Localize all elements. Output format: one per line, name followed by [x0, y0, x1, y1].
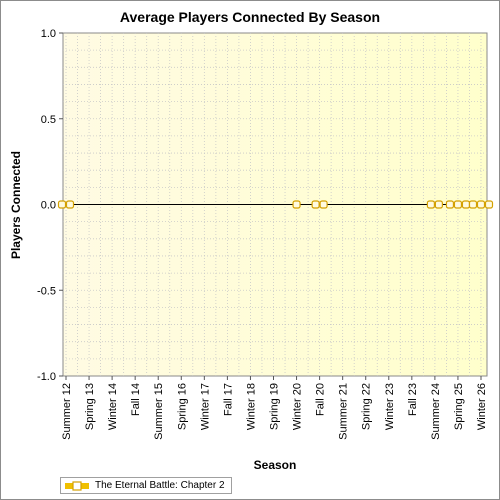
- x-tick-label: Spring 16: [176, 383, 188, 430]
- x-tick-label: Spring 25: [453, 383, 465, 430]
- x-tick-label: Fall 17: [222, 383, 234, 416]
- legend-swatch: [65, 480, 89, 491]
- x-tick-label: Winter 14: [107, 383, 119, 430]
- legend: The Eternal Battle: Chapter 2: [60, 477, 232, 494]
- x-tick-label: Spring 13: [84, 383, 96, 430]
- y-axis: 1.0 0.5 0.0 -0.5 -1.0: [37, 28, 63, 383]
- data-point: [57, 200, 67, 209]
- data-point: [476, 200, 486, 209]
- x-tick-label: Fall 20: [315, 383, 327, 416]
- y-tick-label: -1.0: [37, 371, 56, 383]
- x-tick-label: Spring 19: [269, 383, 281, 430]
- legend-label: The Eternal Battle: Chapter 2: [95, 480, 225, 491]
- x-tick-label: Winter 26: [476, 383, 488, 430]
- y-tick-label: 1.0: [41, 28, 56, 40]
- chart-title: Average Players Connected By Season: [119, 9, 381, 25]
- x-tick-label: Summer 24: [430, 383, 442, 440]
- x-tick-label: Summer 12: [61, 383, 73, 440]
- y-axis-label: Players Connected: [9, 150, 23, 260]
- data-point: [468, 200, 478, 209]
- x-tick-label: Summer 15: [153, 383, 165, 440]
- x-tick-label: Fall 14: [130, 383, 142, 416]
- data-point: [311, 200, 320, 209]
- x-tick-label: Summer 21: [338, 383, 350, 440]
- x-tick-label: Winter 17: [199, 383, 211, 430]
- data-point: [445, 200, 455, 209]
- data-point: [434, 200, 443, 209]
- y-tick-label: -0.5: [37, 285, 56, 297]
- data-point: [484, 200, 494, 209]
- x-axis: Summer 12 Spring 13 Winter 14 Fall 14 Summer…: [61, 376, 488, 440]
- x-axis-label: Season: [253, 458, 297, 472]
- data-point: [319, 200, 328, 209]
- data-point: [453, 200, 463, 209]
- x-tick-label: Fall 23: [407, 383, 419, 416]
- x-tick-label: Winter 23: [384, 383, 396, 430]
- x-tick-label: Spring 22: [361, 383, 373, 430]
- y-tick-label: 0.5: [41, 114, 56, 126]
- x-tick-label: Winter 20: [292, 383, 304, 430]
- data-point: [426, 200, 435, 209]
- data-points: [57, 200, 494, 209]
- data-point: [461, 200, 471, 209]
- y-tick-label: 0.0: [41, 200, 56, 212]
- x-tick-label: Winter 18: [245, 383, 257, 430]
- data-point: [65, 200, 75, 209]
- data-point: [292, 200, 301, 209]
